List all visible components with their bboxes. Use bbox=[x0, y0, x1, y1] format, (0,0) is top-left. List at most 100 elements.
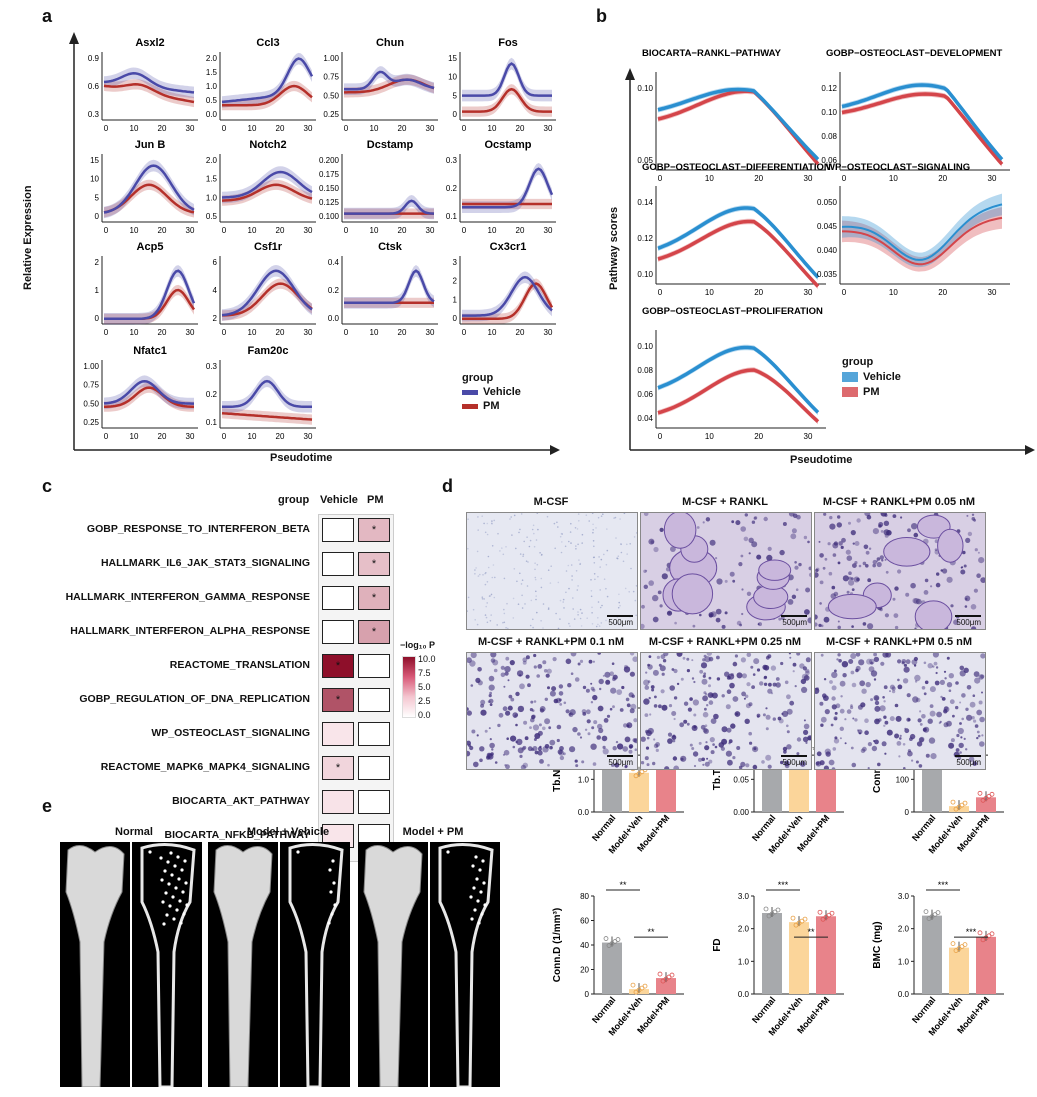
legend-swatch-vehicle bbox=[462, 389, 478, 395]
stained-cell bbox=[842, 673, 847, 678]
stained-cell bbox=[490, 752, 494, 756]
stained-cell bbox=[726, 689, 732, 694]
osteoclast bbox=[671, 573, 714, 615]
gene-ytick: 0 bbox=[95, 212, 100, 221]
stained-cell bbox=[593, 720, 598, 725]
stained-cell bbox=[861, 688, 867, 694]
gene-ytick: 0.0 bbox=[206, 110, 218, 119]
stained-cell bbox=[765, 754, 772, 761]
vehicle-ci-band bbox=[658, 205, 818, 281]
stained-cell bbox=[820, 723, 824, 727]
trabecula bbox=[296, 850, 300, 854]
bar-normal bbox=[922, 915, 942, 994]
stained-cell bbox=[555, 612, 557, 615]
stained-cell bbox=[551, 686, 557, 692]
bar-chart-ylabel: BMC (mg) bbox=[872, 921, 883, 968]
stained-cell bbox=[480, 699, 486, 705]
gene-xtick: 10 bbox=[130, 328, 139, 337]
stained-cell bbox=[532, 724, 540, 731]
stained-cell bbox=[490, 658, 496, 663]
gene-xtick: 30 bbox=[544, 124, 553, 133]
stained-cell bbox=[629, 745, 633, 749]
trabecula bbox=[180, 868, 184, 872]
gene-ytick: 1.5 bbox=[206, 68, 218, 77]
stained-cell bbox=[674, 621, 677, 625]
stained-cell bbox=[512, 745, 516, 749]
gene-title: Fam20c bbox=[248, 345, 289, 357]
stained-cell bbox=[633, 718, 637, 723]
gene-xtick: 0 bbox=[104, 328, 109, 337]
stained-cell bbox=[836, 522, 842, 528]
stained-cell bbox=[467, 610, 468, 612]
stained-cell bbox=[625, 697, 630, 702]
stained-cell bbox=[630, 703, 637, 710]
stained-cell bbox=[597, 575, 599, 578]
stained-cell bbox=[556, 738, 560, 743]
stained-cell bbox=[558, 750, 565, 756]
stained-cell bbox=[489, 691, 492, 695]
stained-cell bbox=[848, 579, 855, 586]
stained-cell bbox=[914, 627, 917, 629]
gene-xtick: 0 bbox=[222, 328, 227, 337]
stained-cell bbox=[702, 711, 709, 718]
bar-normal bbox=[762, 912, 782, 994]
heatmap-legend-title: −log₁₀ P bbox=[400, 640, 436, 650]
osteoclast bbox=[663, 513, 697, 549]
stained-cell bbox=[592, 762, 597, 766]
stained-cell bbox=[876, 557, 881, 561]
stained-cell bbox=[932, 665, 935, 668]
stained-cell bbox=[708, 759, 713, 764]
stained-cell bbox=[519, 754, 523, 758]
stained-cell bbox=[503, 685, 506, 688]
trabecula bbox=[172, 917, 176, 921]
stained-cell bbox=[617, 606, 620, 609]
stained-cell bbox=[575, 548, 577, 550]
stained-cell bbox=[467, 707, 469, 711]
stained-cell bbox=[527, 683, 531, 688]
stained-cell bbox=[753, 516, 757, 520]
stained-cell bbox=[859, 680, 866, 687]
stained-cell bbox=[699, 669, 704, 674]
gene-ytick: 0.25 bbox=[83, 418, 99, 427]
stained-cell bbox=[834, 717, 838, 721]
stained-cell bbox=[560, 551, 563, 554]
stained-cell bbox=[556, 724, 562, 730]
stained-cell bbox=[738, 562, 743, 567]
stained-cell bbox=[563, 752, 566, 756]
stained-cell bbox=[933, 661, 938, 666]
stained-cell bbox=[648, 696, 651, 700]
stained-cell bbox=[547, 686, 550, 690]
stained-cell bbox=[590, 743, 597, 750]
stained-cell bbox=[673, 717, 676, 721]
stained-cell bbox=[554, 547, 556, 550]
stained-cell bbox=[704, 656, 711, 663]
pm-line bbox=[462, 87, 552, 113]
heatmap-row-label: HALLMARK_INTERFERON_GAMMA_RESPONSE bbox=[65, 591, 310, 603]
stained-cell bbox=[546, 515, 549, 518]
stained-cell bbox=[805, 670, 810, 676]
pathway-ytick: 0.14 bbox=[637, 198, 653, 207]
stained-cell bbox=[831, 671, 838, 679]
stained-cell bbox=[800, 678, 807, 685]
vehicle-ci-band bbox=[658, 86, 818, 162]
gene-ytick: 0.1 bbox=[446, 212, 458, 221]
stained-cell bbox=[934, 680, 940, 686]
data-point bbox=[977, 790, 983, 796]
stained-cell bbox=[671, 711, 677, 716]
stained-cell bbox=[643, 698, 650, 705]
gene-ytick: 15 bbox=[90, 156, 99, 165]
stained-cell bbox=[521, 594, 523, 597]
stained-cell bbox=[634, 748, 637, 751]
trabecula bbox=[161, 900, 165, 904]
stained-cell bbox=[870, 661, 874, 665]
stained-cell bbox=[686, 657, 690, 661]
stained-cell bbox=[783, 750, 787, 754]
stained-cell bbox=[865, 550, 870, 555]
stained-cell bbox=[569, 625, 571, 627]
micrograph-texture bbox=[641, 513, 811, 629]
stained-cell bbox=[630, 567, 632, 570]
stained-cell bbox=[645, 671, 648, 674]
gene-ytick: 4 bbox=[213, 286, 218, 295]
trabecula bbox=[162, 922, 166, 926]
